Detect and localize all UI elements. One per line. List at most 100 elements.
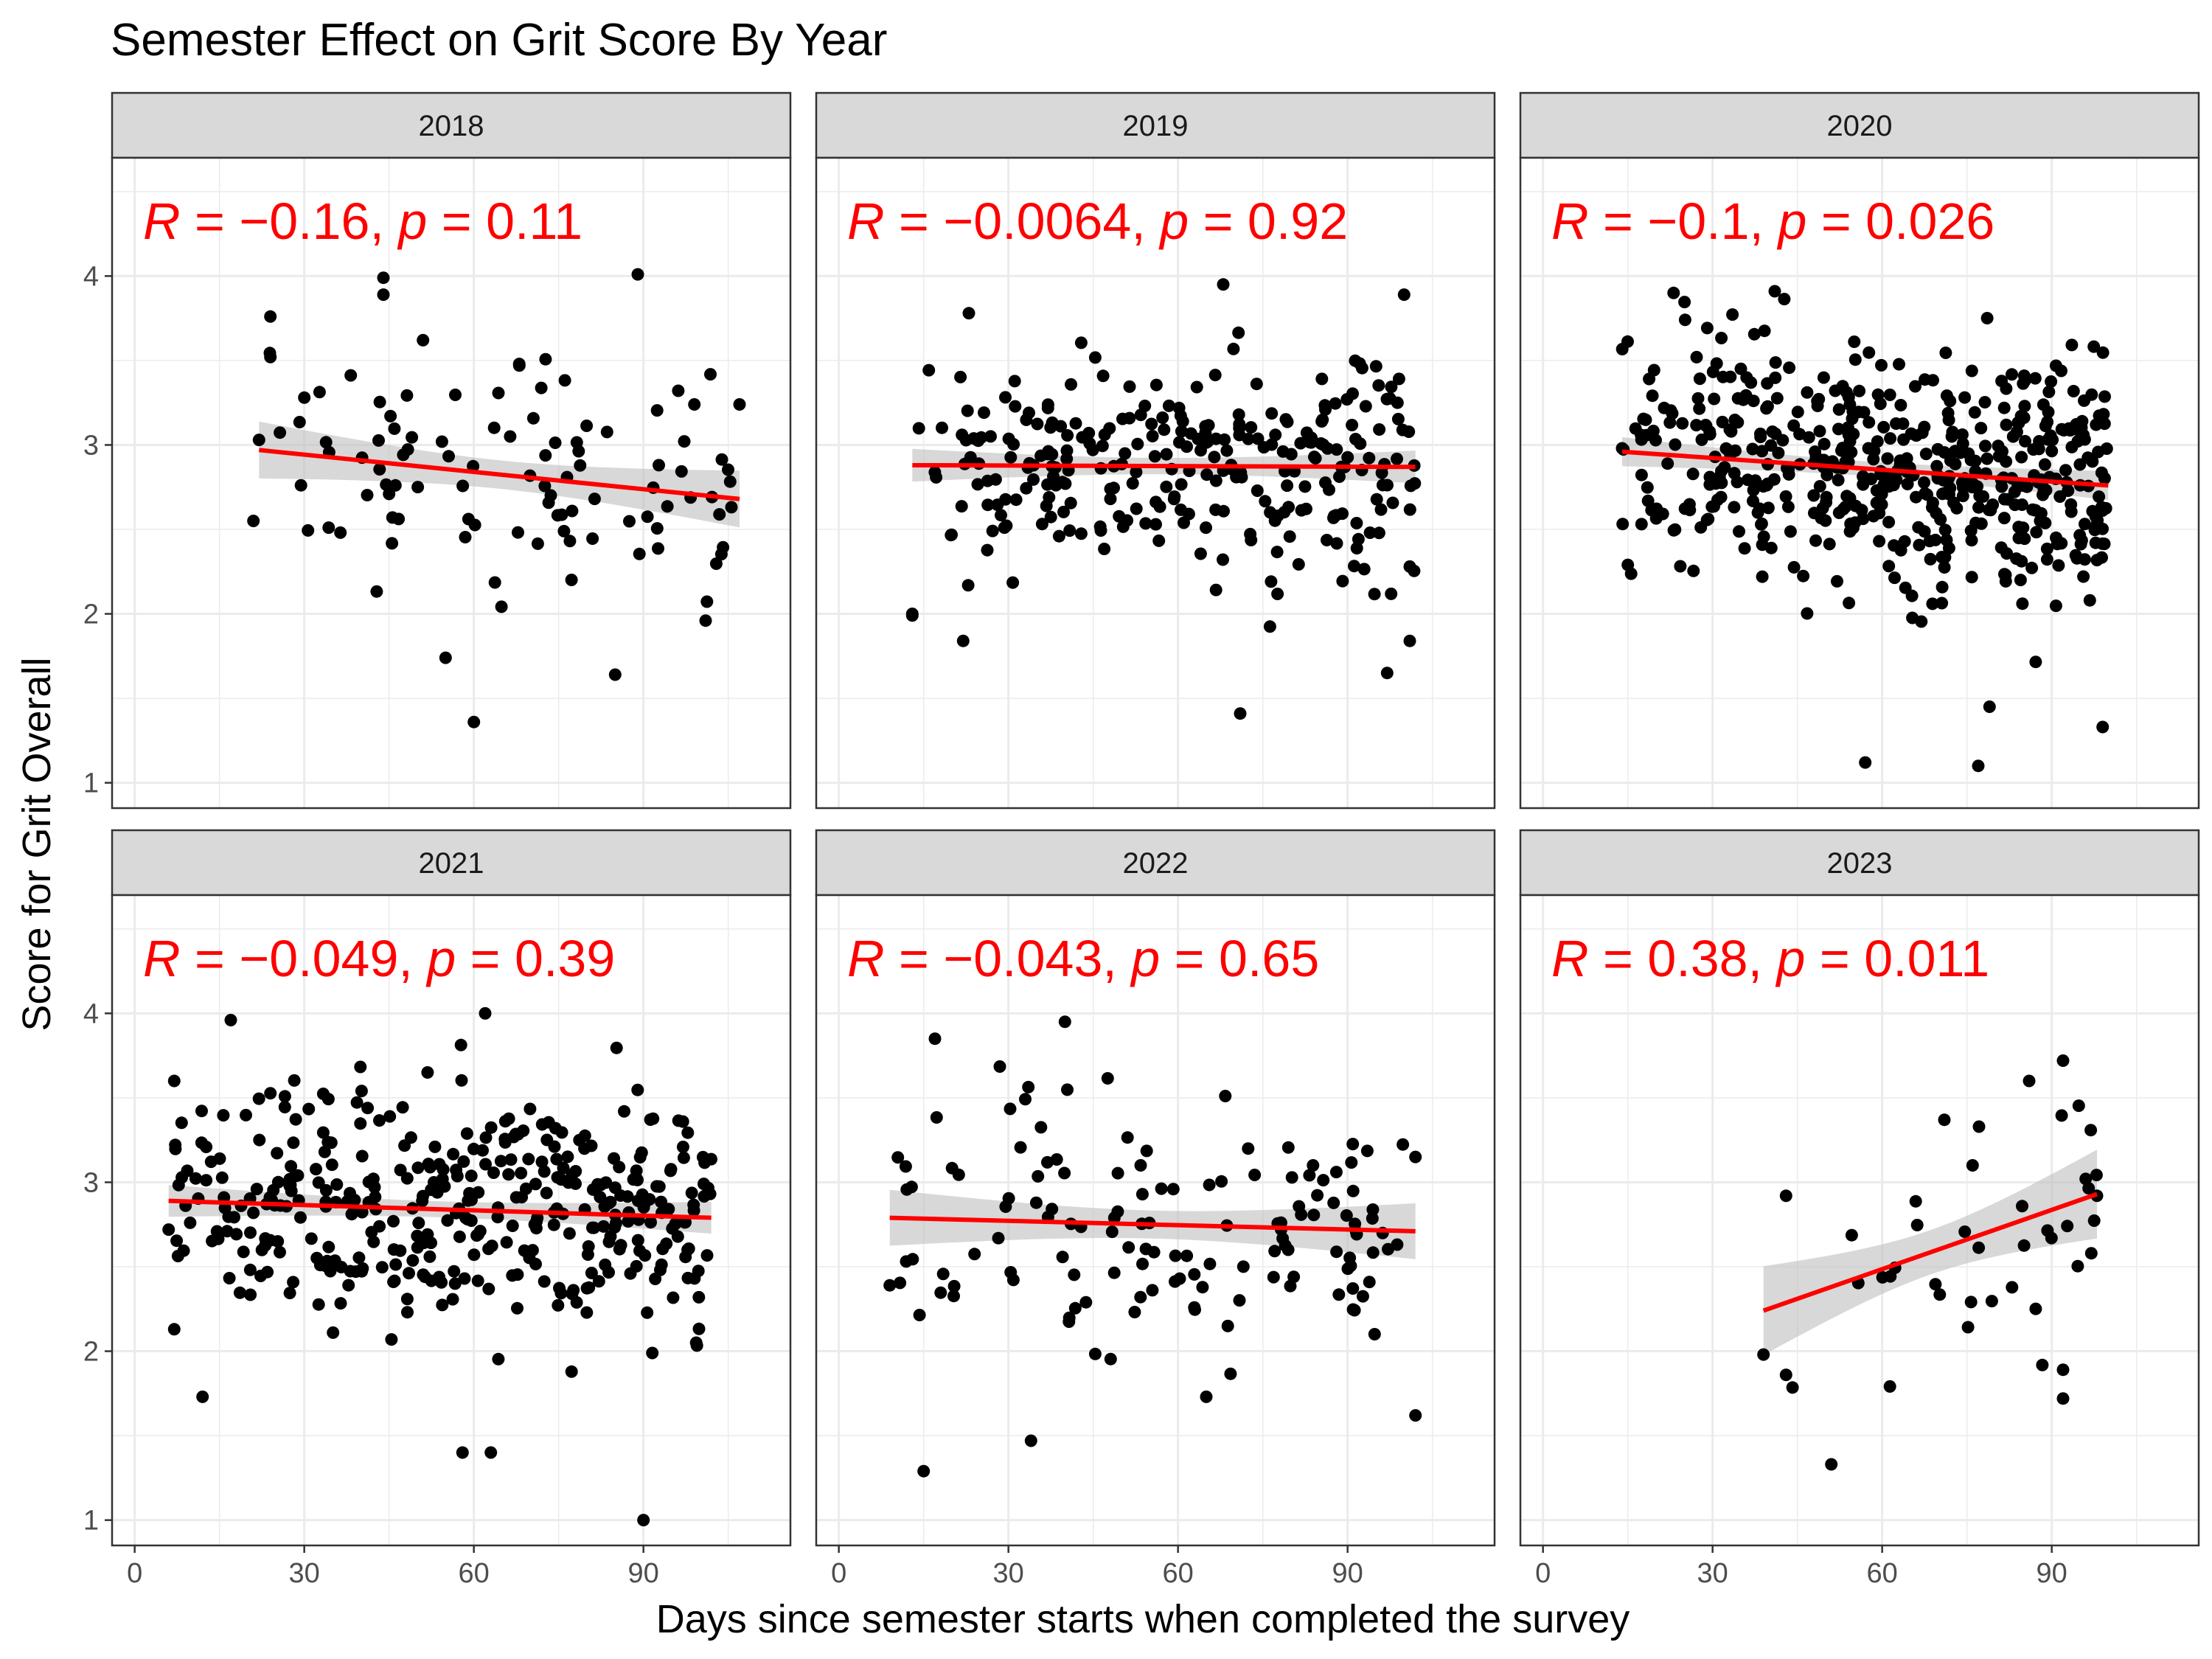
data-point [2096, 346, 2110, 359]
data-point [1004, 1102, 1017, 1116]
data-point [1150, 518, 1162, 531]
data-point [170, 1234, 184, 1248]
data-point [1640, 428, 1653, 442]
data-point [1733, 525, 1745, 538]
data-point [401, 1306, 414, 1319]
data-point [447, 1147, 460, 1161]
data-point [400, 389, 414, 402]
data-point [1820, 490, 1833, 504]
data-point [669, 1217, 682, 1231]
annotation-r-symbol: R [1551, 930, 1589, 987]
data-point [380, 478, 393, 491]
data-point [1863, 346, 1876, 359]
data-point [1056, 476, 1069, 489]
data-point [936, 421, 948, 434]
data-point [1635, 518, 1648, 531]
y-tick-label: 1 [83, 768, 99, 799]
data-point [411, 1161, 425, 1175]
data-point [1871, 435, 1884, 448]
data-point [723, 475, 737, 488]
annotation-r-value: = −0.1, [1589, 192, 1778, 250]
data-point [271, 1147, 284, 1160]
data-point [1343, 1251, 1357, 1265]
data-point [354, 1117, 367, 1130]
data-point [1295, 1208, 1308, 1221]
data-point [373, 395, 386, 408]
data-point [1130, 502, 1143, 515]
data-point [653, 459, 665, 472]
data-point [962, 307, 975, 320]
data-point [406, 431, 419, 444]
data-point [167, 1074, 181, 1088]
data-point [1883, 1380, 1896, 1393]
data-point [1397, 288, 1411, 302]
data-point [1926, 501, 1938, 514]
data-point [1046, 1203, 1059, 1216]
data-point [1203, 1178, 1216, 1192]
data-point [2000, 418, 2013, 431]
data-point [1200, 1390, 1213, 1403]
data-point [660, 1237, 673, 1251]
data-point [538, 1275, 551, 1288]
data-point [566, 504, 579, 518]
data-point [565, 574, 578, 586]
regression-line [1762, 1192, 2098, 1313]
data-point [1113, 509, 1126, 523]
data-point [1162, 399, 1175, 412]
data-point [1758, 324, 1771, 338]
data-point [1391, 452, 1403, 465]
data-point [1710, 357, 1723, 370]
data-point [1259, 495, 1272, 508]
data-point [1910, 490, 1922, 504]
panel-border [815, 156, 1496, 810]
data-point [175, 1116, 188, 1130]
data-point [1174, 409, 1187, 422]
data-point [352, 1251, 366, 1265]
data-point [263, 347, 276, 360]
data-point [1933, 1288, 1947, 1301]
data-point [274, 1245, 286, 1259]
data-point [1131, 437, 1144, 451]
data-point [433, 1158, 446, 1171]
data-point [1359, 400, 1372, 413]
data-point [1285, 1171, 1298, 1184]
data-point [1926, 597, 1939, 611]
data-point [672, 1114, 685, 1127]
data-point [1146, 1284, 1159, 1297]
data-point [389, 479, 402, 492]
data-point [2029, 1302, 2042, 1315]
data-point [549, 437, 562, 449]
data-point [1954, 446, 1967, 459]
data-point [377, 288, 390, 302]
data-point [240, 1108, 252, 1121]
data-point [1940, 533, 1953, 546]
data-point [213, 1152, 226, 1165]
data-point [1747, 394, 1760, 408]
data-point [1265, 407, 1279, 420]
data-point [217, 1109, 230, 1122]
data-point [1093, 520, 1107, 533]
data-point [1346, 1184, 1360, 1197]
data-point [361, 1102, 375, 1115]
data-point [692, 1290, 706, 1304]
data-point [956, 428, 969, 442]
data-point [1691, 392, 1705, 405]
data-point [2018, 375, 2031, 388]
data-point [580, 420, 594, 432]
data-point [453, 1230, 466, 1243]
data-point [1768, 285, 1781, 298]
data-point [1135, 1188, 1149, 1201]
data-point [411, 1229, 424, 1242]
data-point [417, 1268, 430, 1281]
data-point [1915, 615, 1928, 628]
data-point [1227, 342, 1240, 355]
data-point [1372, 379, 1385, 392]
x-tick-label: 60 [459, 1558, 490, 1589]
data-point [1888, 571, 1901, 585]
data-point [1997, 512, 2011, 525]
data-point [1340, 1209, 1353, 1222]
data-point [1006, 576, 1020, 589]
data-point [1248, 1169, 1262, 1181]
data-point [1938, 446, 1951, 459]
data-point [1088, 351, 1102, 364]
